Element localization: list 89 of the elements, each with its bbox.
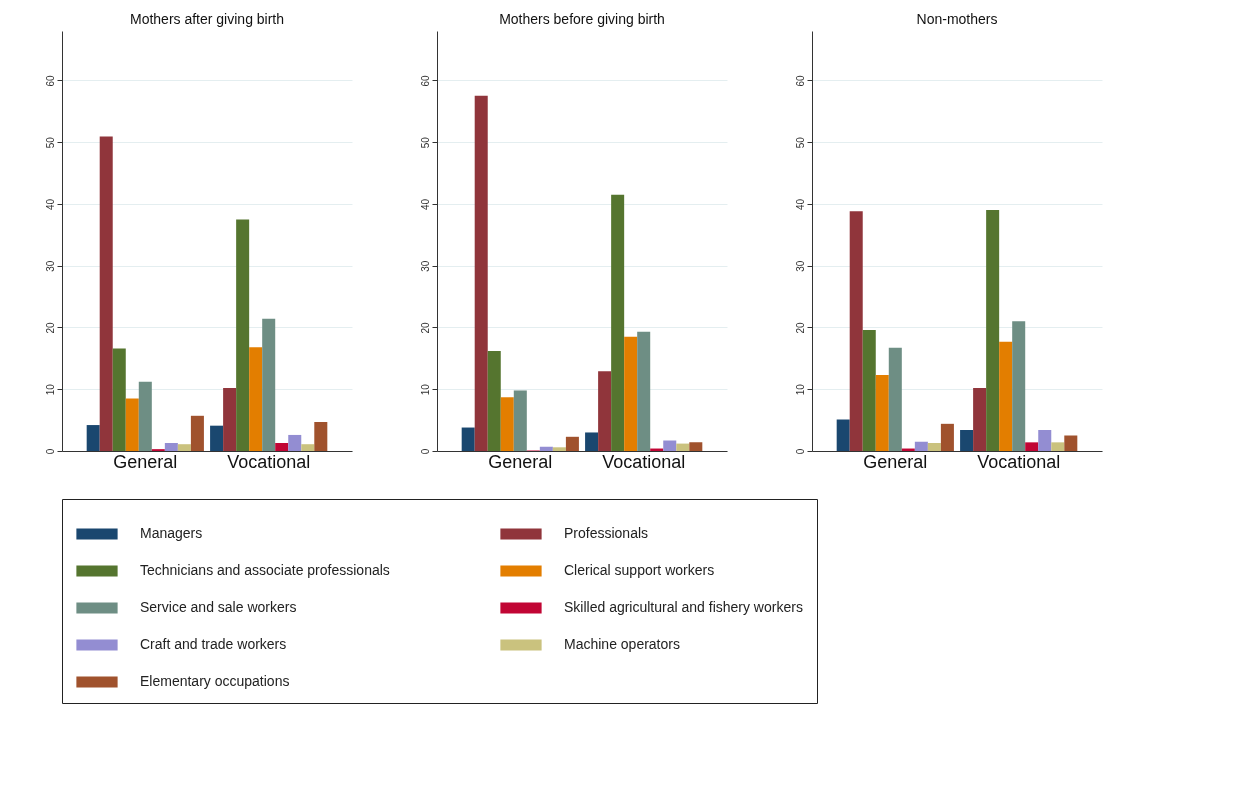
chart-title: Non-mothers — [916, 11, 998, 27]
y-tick-label: 50 — [794, 136, 806, 149]
bar — [474, 95, 488, 451]
legend-label: Elementary occupations — [140, 673, 290, 689]
legend-label: Craft and trade workers — [140, 636, 287, 652]
legend-label: Managers — [140, 525, 203, 541]
bar — [598, 371, 612, 451]
bar — [927, 442, 941, 451]
bar — [461, 427, 475, 451]
bar — [223, 388, 237, 451]
y-tick-label: 40 — [794, 198, 806, 210]
bar — [836, 419, 850, 451]
bar — [637, 331, 651, 451]
bar — [1012, 321, 1026, 451]
y-tick-label: 50 — [44, 136, 56, 149]
bar — [999, 341, 1013, 451]
y-tick-label: 30 — [419, 260, 431, 272]
x-tick-label: Vocational — [227, 451, 311, 472]
bar — [611, 194, 625, 451]
y-tick-label: 40 — [44, 198, 56, 210]
bar — [849, 211, 863, 451]
bar — [314, 421, 328, 451]
y-tick-label: 0 — [794, 448, 806, 455]
chart-title: Mothers before giving birth — [499, 11, 665, 27]
bar — [552, 447, 566, 451]
legend-label: Machine operators — [564, 636, 680, 652]
bar — [262, 318, 276, 451]
y-tick-label: 10 — [794, 383, 806, 396]
bar — [249, 347, 263, 451]
y-tick-label: 60 — [419, 74, 431, 87]
y-tick-label: 40 — [419, 198, 431, 210]
y-tick-label: 0 — [44, 448, 56, 455]
bar — [1025, 442, 1039, 451]
bar — [676, 443, 690, 451]
y-tick-label: 60 — [794, 74, 806, 87]
y-tick-label: 20 — [794, 321, 806, 334]
bar — [862, 329, 876, 451]
x-tick-label: General — [113, 451, 178, 472]
y-tick-label: 60 — [44, 74, 56, 87]
bar — [539, 446, 553, 451]
y-tick-label: 0 — [419, 448, 431, 455]
bar — [565, 436, 579, 451]
y-tick-label: 20 — [419, 321, 431, 334]
legend-label: Skilled agricultural and fishery workers — [564, 599, 803, 615]
bar — [125, 398, 139, 451]
legend-label: Technicians and associate professionals — [140, 562, 390, 578]
legend-label: Service and sale workers — [140, 599, 297, 615]
y-tick-label: 10 — [44, 383, 56, 396]
bar — [500, 397, 514, 451]
legend-label: Professionals — [564, 525, 649, 541]
bar — [164, 442, 178, 451]
bar — [86, 425, 100, 451]
bar — [138, 381, 152, 451]
x-tick-label: General — [488, 451, 553, 472]
y-tick-label: 20 — [44, 321, 56, 334]
bar — [914, 441, 928, 451]
bar — [1038, 430, 1052, 451]
bar — [973, 388, 987, 451]
bar — [940, 423, 954, 451]
bar — [960, 430, 974, 451]
x-tick-label: Vocational — [602, 451, 686, 472]
bar — [1051, 442, 1065, 451]
bar — [99, 136, 113, 451]
x-tick-label: General — [863, 451, 928, 472]
y-tick-label: 30 — [794, 260, 806, 272]
bar — [301, 444, 315, 451]
bar — [888, 347, 902, 451]
bar — [1064, 435, 1078, 451]
y-tick-label: 50 — [419, 136, 431, 149]
x-tick-label: Vocational — [977, 451, 1061, 472]
bar — [275, 442, 289, 451]
bar — [112, 348, 126, 451]
bar — [585, 432, 599, 451]
bar — [177, 444, 191, 451]
y-tick-label: 30 — [44, 260, 56, 272]
chart-title: Mothers after giving birth — [129, 11, 285, 27]
bar — [663, 440, 677, 451]
bar — [210, 425, 224, 451]
bar — [875, 375, 889, 451]
bar — [487, 350, 501, 451]
bar — [689, 442, 703, 451]
bar — [513, 390, 527, 451]
legend-label: Clerical support workers — [564, 562, 715, 578]
bar — [236, 219, 250, 451]
y-tick-label: 10 — [419, 383, 431, 396]
bar — [288, 434, 302, 451]
bar — [190, 415, 204, 451]
bar — [986, 210, 1000, 451]
bar — [624, 336, 638, 451]
